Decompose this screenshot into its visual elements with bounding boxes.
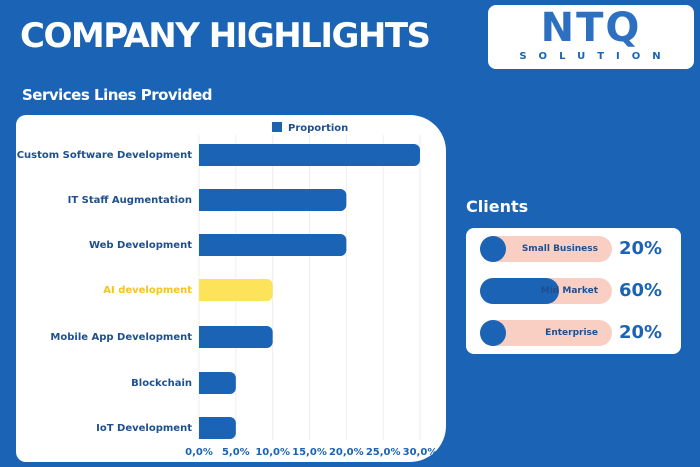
- clients-title: Clients: [466, 197, 529, 216]
- client-percent: 20%: [619, 238, 663, 259]
- client-bar: Enterprise: [480, 320, 612, 346]
- client-bar-fill: [480, 236, 507, 262]
- client-percent: 60%: [619, 280, 663, 301]
- client-percent: 20%: [619, 322, 663, 343]
- bar: [198, 234, 347, 256]
- x-tick-label: 0,0%: [185, 447, 213, 458]
- client-label: Enterprise: [545, 328, 598, 338]
- category-label: Mobile App Development: [50, 332, 192, 343]
- chart-panel: 0,0% 5,0% 10,0% 15,0% 20,0% 25,0% 30,0% Proport…: [16, 115, 446, 462]
- page-title: COMPANY HIGHLIGHTS: [20, 16, 431, 56]
- bar: [199, 144, 420, 166]
- bar: [199, 279, 273, 301]
- client-bar-fill: [480, 320, 507, 346]
- section-subtitle: Services Lines Provided: [22, 86, 212, 104]
- ntq-logo: NTQ SOLUTION: [488, 5, 694, 69]
- category-label: Web Development: [89, 240, 192, 251]
- client-label: Mid Market: [540, 286, 598, 296]
- x-tick-label: 15,0%: [292, 447, 327, 458]
- bar: [199, 372, 236, 394]
- category-label: IT Staff Augmentation: [68, 195, 192, 206]
- client-bar: Small Business: [480, 236, 612, 262]
- x-tick-label: 20,0%: [329, 447, 364, 458]
- client-bar-fill: [480, 278, 560, 304]
- x-tick-label: 25,0%: [366, 447, 401, 458]
- bar: [198, 189, 347, 211]
- category-label: IoT Development: [96, 423, 192, 434]
- category-label: Blockchain: [131, 378, 192, 389]
- client-bar: Mid Market: [480, 278, 612, 304]
- bar: [199, 417, 236, 439]
- client-label: Small Business: [521, 244, 598, 254]
- x-tick-label: 30,0%: [403, 447, 438, 458]
- legend-swatch: [272, 122, 282, 132]
- legend-label: Proportion: [288, 123, 348, 134]
- x-tick-label: 5,0%: [222, 447, 250, 458]
- logo-sub: SOLUTION: [519, 51, 673, 62]
- services-bar-chart: 0,0% 5,0% 10,0% 15,0% 20,0% 25,0% 30,0% Proport…: [17, 122, 438, 458]
- clients-panel: Small Business 20% Mid Market 60% Enterp…: [466, 228, 681, 354]
- bar: [199, 326, 273, 348]
- logo-main: NTQ: [540, 5, 642, 51]
- x-tick-label: 10,0%: [255, 447, 290, 458]
- category-label: Custom Software Development: [17, 150, 193, 161]
- category-label: AI development: [103, 285, 192, 296]
